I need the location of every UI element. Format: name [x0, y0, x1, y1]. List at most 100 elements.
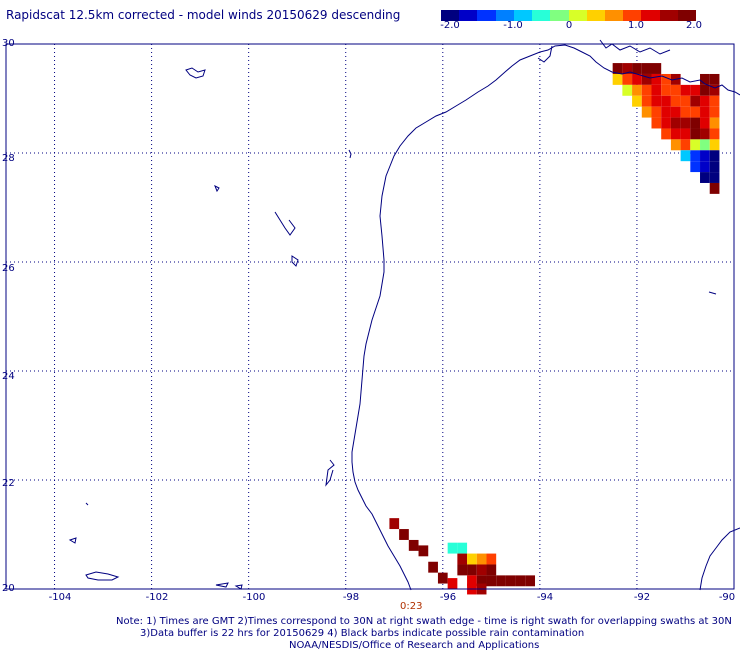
- island-7: [325, 459, 335, 487]
- wind-cell: [700, 106, 710, 118]
- wind-cell: [680, 84, 691, 96]
- wind-cell: [690, 84, 701, 96]
- yucatan-edge: [699, 527, 740, 591]
- wind-cell: [709, 73, 720, 85]
- lake-outline-2: [274, 211, 296, 236]
- wind-cell: [680, 139, 691, 151]
- map-frame: [5, 43, 735, 590]
- wind-cell: [428, 561, 438, 573]
- wind-cell: [622, 73, 633, 85]
- lake-outline-5: [348, 149, 352, 159]
- wind-cell: [661, 73, 671, 85]
- wind-cell: [651, 95, 662, 107]
- wind-cell: [690, 161, 701, 173]
- wind-cell: [700, 139, 710, 151]
- colorbar-cell: [659, 10, 679, 21]
- wind-cell: [700, 73, 710, 85]
- wind-cell: [496, 575, 506, 587]
- y-tick-26: 26: [2, 263, 15, 274]
- x-tick-98: -98: [342, 592, 360, 603]
- wind-cell: [457, 542, 468, 554]
- colorbar-label-min: -2.0: [440, 20, 460, 31]
- wind-cell: [651, 106, 662, 118]
- lake-outline-4: [214, 184, 220, 193]
- wind-cell: [680, 128, 691, 140]
- colorbar-cell: [568, 10, 588, 21]
- wind-cell: [700, 150, 710, 162]
- island-1: [85, 571, 120, 581]
- wind-cell: [709, 161, 720, 173]
- wind-swath-cells: [389, 63, 720, 595]
- wind-cell: [467, 564, 477, 576]
- wind-cell: [700, 95, 710, 107]
- wind-cell: [418, 545, 429, 557]
- wind-cell: [680, 95, 691, 107]
- wind-cell: [515, 575, 526, 587]
- colorbar-cell: [586, 10, 606, 21]
- colorbar-cell: [532, 10, 551, 21]
- wind-cell: [661, 117, 671, 129]
- note-line-1: Note: 1) Times are GMT 2)Times correspon…: [116, 616, 732, 627]
- colorbar-cell: [441, 10, 460, 21]
- wind-cell: [399, 529, 409, 540]
- island-4: [234, 584, 243, 590]
- wind-cell: [641, 106, 652, 118]
- delta-bits: [599, 39, 671, 55]
- wind-cell: [700, 117, 710, 129]
- coastline: [68, 39, 740, 591]
- wind-cell: [680, 150, 691, 162]
- wind-cell: [486, 553, 497, 565]
- colorbar-label-max: 2.0: [686, 20, 702, 31]
- colorbar-cell: [604, 10, 624, 21]
- y-tick-22: 22: [2, 478, 15, 489]
- lake-outline-1: [185, 67, 206, 79]
- wind-cell: [632, 63, 642, 74]
- island-3: [215, 582, 229, 588]
- wind-cell: [709, 84, 720, 96]
- wind-cell: [670, 84, 681, 96]
- wind-cell: [690, 106, 701, 118]
- x-tick-94: -94: [536, 592, 554, 603]
- wind-cell: [651, 63, 662, 74]
- swath-time-label: 0:23: [400, 601, 423, 612]
- colorbar-cell: [459, 10, 478, 21]
- wind-cell: [709, 106, 720, 118]
- wind-cell: [641, 63, 652, 74]
- island-2: [68, 537, 77, 544]
- wind-cell: [661, 128, 671, 140]
- wind-cell: [700, 84, 710, 96]
- y-tick-20: 20: [2, 583, 15, 594]
- wind-cell: [651, 84, 662, 96]
- x-tick-104: -104: [48, 592, 72, 603]
- wind-cell: [447, 542, 458, 554]
- wind-cell: [612, 73, 623, 85]
- wind-cell: [709, 117, 720, 129]
- wind-cell: [408, 539, 419, 551]
- wind-cell: [486, 564, 497, 576]
- y-tick-28: 28: [2, 153, 15, 164]
- wind-cell: [457, 564, 468, 576]
- wind-cell: [467, 553, 477, 565]
- colorbar-cell: [495, 10, 515, 21]
- wind-cell: [709, 95, 720, 107]
- wind-cell: [476, 553, 487, 565]
- wind-cell: [661, 106, 671, 118]
- gulf-coastline: [351, 44, 740, 591]
- wind-cell: [632, 95, 642, 107]
- y-tick-30: 30: [2, 38, 15, 49]
- wind-cell: [457, 553, 468, 565]
- lake-outline-3: [291, 255, 299, 267]
- wind-cell: [709, 172, 720, 183]
- wind-cell: [476, 575, 487, 587]
- wind-cell: [670, 106, 681, 118]
- wind-cell: [389, 518, 400, 530]
- wind-cell: [700, 128, 710, 140]
- wind-cell: [709, 128, 720, 140]
- wind-cell: [632, 84, 642, 96]
- x-tick-92: -92: [633, 592, 651, 603]
- map-title: Rapidscat 12.5km corrected - model winds…: [6, 8, 401, 22]
- wind-cell: [670, 117, 681, 129]
- island-5: [85, 502, 89, 506]
- wind-cell: [690, 128, 701, 140]
